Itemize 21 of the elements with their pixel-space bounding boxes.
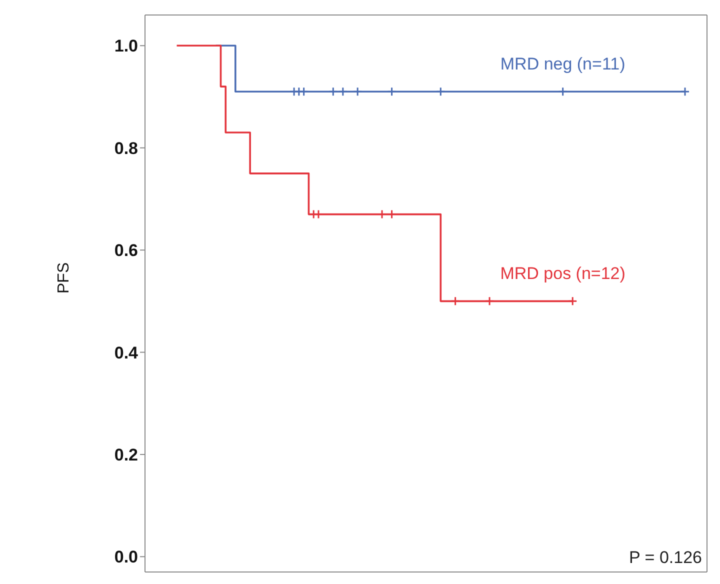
point <box>450 296 460 306</box>
y-tick-label: 0.2 <box>114 446 138 465</box>
series-label: MRD neg (n=11) <box>500 54 626 74</box>
point <box>568 296 578 306</box>
y-tick-label: 0.4 <box>114 343 139 362</box>
series-label: MRD pos (n=12) <box>500 264 626 284</box>
point <box>680 86 690 96</box>
point <box>387 86 397 96</box>
y-tick-label: 0.8 <box>114 138 138 158</box>
y-tick-label: 1.0 <box>114 36 138 56</box>
y-axis-title: PFS <box>56 262 73 294</box>
point <box>338 86 348 96</box>
point <box>299 86 309 96</box>
point <box>352 86 362 96</box>
y-tick-label: 0.6 <box>114 241 138 260</box>
y-tick-label: 0.0 <box>114 548 138 567</box>
point <box>436 86 446 96</box>
point <box>558 86 568 96</box>
point <box>484 296 494 306</box>
point <box>328 86 338 96</box>
annotation: P = 0.126 <box>629 548 702 568</box>
